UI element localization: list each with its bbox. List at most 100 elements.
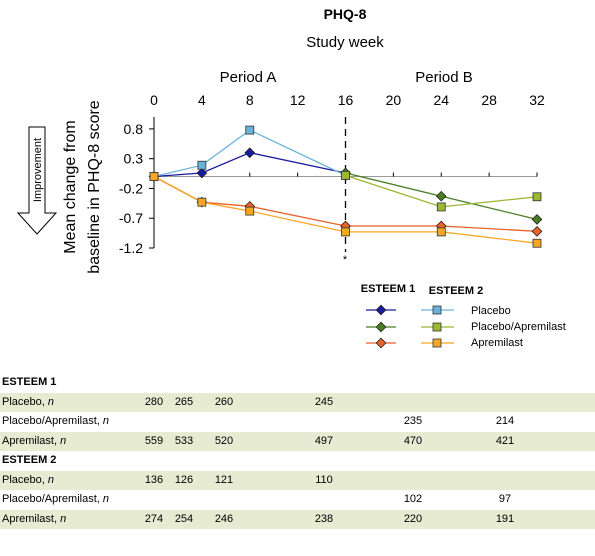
x-tick-label: 32 bbox=[529, 92, 545, 108]
table-cell: 421 bbox=[495, 434, 515, 447]
row-label: Apremilast, n bbox=[2, 434, 67, 447]
row-label: Placebo, n bbox=[2, 395, 54, 408]
x-tick-label: 20 bbox=[386, 92, 402, 108]
y-tick-label: -0.2 bbox=[119, 180, 143, 196]
x-tick-label: 28 bbox=[481, 92, 497, 108]
series-esteem2-apremilast bbox=[149, 172, 542, 248]
data-point-square bbox=[432, 305, 442, 315]
y-tick-labels: 0.8 0.3 -0.2 -0.7 -1.2 bbox=[119, 121, 143, 256]
table-cell: 136 bbox=[144, 473, 164, 486]
row-label: Placebo/Apremilast, n bbox=[2, 493, 110, 505]
table-cell: 97 bbox=[498, 493, 512, 505]
legend: ESTEEM 1 ESTEEM 2 Placebo Placebo/Apremi… bbox=[361, 283, 566, 349]
table-cell: 260 bbox=[214, 395, 234, 408]
chart-title: PHQ-8 bbox=[324, 6, 367, 22]
table-row: Placebo, n 280 265 260 245 bbox=[0, 392, 595, 412]
series-line bbox=[153, 175, 538, 244]
data-point-diamond bbox=[375, 304, 387, 316]
series-esteem2-placebo-apremilast bbox=[341, 170, 542, 212]
x-tick-label: 12 bbox=[290, 92, 306, 108]
table-cell: 245 bbox=[314, 395, 334, 408]
data-point-square bbox=[341, 227, 350, 237]
legend-col2-title: ESTEEM 2 bbox=[429, 285, 483, 297]
table-cell: 191 bbox=[495, 512, 515, 525]
section-title-text: ESTEEM 2 bbox=[2, 454, 57, 466]
data-point-square bbox=[197, 197, 207, 207]
y-axis-label-line1: Mean change from bbox=[62, 120, 79, 253]
table-cell: 559 bbox=[144, 434, 164, 447]
chart-subtitle: Study week bbox=[306, 34, 384, 51]
data-point-square bbox=[197, 160, 207, 170]
x-tick-label: 24 bbox=[433, 92, 449, 108]
y-axis-label: Mean change from baseline in PHQ-8 score bbox=[62, 100, 103, 274]
improvement-arrow: Improvement bbox=[16, 126, 58, 235]
improvement-label: Improvement bbox=[32, 138, 44, 202]
down-arrow-icon bbox=[16, 126, 58, 235]
period-a-label: Period A bbox=[220, 69, 277, 86]
y-tick-label: 0.8 bbox=[124, 121, 144, 137]
table-cell: 110 bbox=[315, 473, 333, 486]
data-point-diamond bbox=[244, 147, 256, 159]
legend-label-placebo: Placebo bbox=[471, 305, 511, 317]
data-point-diamond bbox=[435, 190, 447, 202]
data-point-square bbox=[436, 227, 446, 237]
table-row: Placebo, n 136 126 121 110 bbox=[0, 470, 595, 490]
section-title-text: ESTEEM 1 bbox=[2, 376, 57, 388]
data-point-diamond bbox=[531, 214, 543, 225]
y-tick-label: 0.3 bbox=[124, 151, 144, 167]
data-point-square bbox=[149, 172, 159, 181]
y-tick-label: -1.2 bbox=[119, 240, 143, 256]
data-point-square bbox=[245, 206, 255, 216]
data-point-square bbox=[532, 238, 542, 248]
x-tick-label: 0 bbox=[150, 92, 158, 108]
table-cell: 246 bbox=[214, 512, 234, 525]
table-row: Placebo/Apremilast, n 102 97 bbox=[0, 490, 595, 510]
table-cell: 254 bbox=[174, 512, 194, 525]
data-point-diamond bbox=[375, 337, 387, 349]
table-cell: 220 bbox=[403, 512, 423, 525]
table-cell: 265 bbox=[174, 395, 194, 408]
data-point-square bbox=[436, 202, 446, 212]
table-row: Placebo/Apremilast, n 235 214 bbox=[0, 412, 595, 432]
table-section-title: ESTEEM 1 bbox=[0, 373, 595, 393]
table-cell: 533 bbox=[174, 434, 194, 447]
phq8-chart: PHQ-8 Study week Period A Period B 0 4 8 12… bbox=[16, 6, 566, 349]
table-cell: 238 bbox=[314, 512, 334, 525]
asterisk-label: * bbox=[343, 254, 348, 266]
x-tick-label: 4 bbox=[198, 92, 206, 108]
x-tick-labels: 0 4 8 12 16 20 24 28 32 bbox=[150, 92, 545, 108]
table-cell: 520 bbox=[214, 434, 234, 447]
table-cell: 470 bbox=[403, 434, 423, 447]
row-label: Placebo, n bbox=[2, 473, 54, 486]
table-row: Apremilast, n 274 254 246 238 220 191 bbox=[0, 509, 595, 529]
table-cell: 235 bbox=[403, 415, 423, 427]
data-point-square bbox=[532, 192, 542, 202]
data-point-square bbox=[432, 338, 442, 348]
series-line bbox=[153, 129, 346, 178]
legend-label-apremilast: Apremilast bbox=[471, 337, 523, 349]
table-section-title: ESTEEM 2 bbox=[0, 451, 595, 471]
data-point-diamond bbox=[375, 321, 387, 333]
legend-items bbox=[366, 304, 454, 349]
table-cell: 214 bbox=[495, 415, 515, 427]
data-point-square bbox=[341, 170, 350, 180]
y-axis-label-line2: baseline in PHQ-8 score bbox=[86, 100, 103, 274]
series-line bbox=[153, 152, 346, 178]
data-point-square bbox=[432, 322, 442, 332]
y-tick-label: -0.7 bbox=[119, 210, 143, 226]
row-label: Placebo/Apremilast, n bbox=[2, 415, 110, 427]
table-row: Apremilast, n 559 533 520 497 470 421 bbox=[0, 431, 595, 451]
period-b-label: Period B bbox=[415, 69, 473, 86]
legend-label-placebo-apremilast: Placebo/Apremilast bbox=[471, 321, 566, 333]
table-cell: 126 bbox=[174, 473, 194, 486]
data-point-diamond bbox=[531, 225, 543, 237]
data-point-diamond bbox=[196, 167, 208, 179]
x-tick-label: 16 bbox=[338, 92, 354, 108]
table-cell: 102 bbox=[403, 493, 423, 505]
data-point-square bbox=[245, 125, 255, 135]
table-cell: 274 bbox=[144, 512, 164, 525]
table-cell: 280 bbox=[144, 395, 164, 408]
legend-col1-title: ESTEEM 1 bbox=[361, 283, 415, 295]
row-label: Apremilast, n bbox=[2, 512, 67, 525]
patient-count-table: ESTEEM 1 Placebo, n 280 265 260 245 Placebo/Ap… bbox=[0, 373, 595, 529]
